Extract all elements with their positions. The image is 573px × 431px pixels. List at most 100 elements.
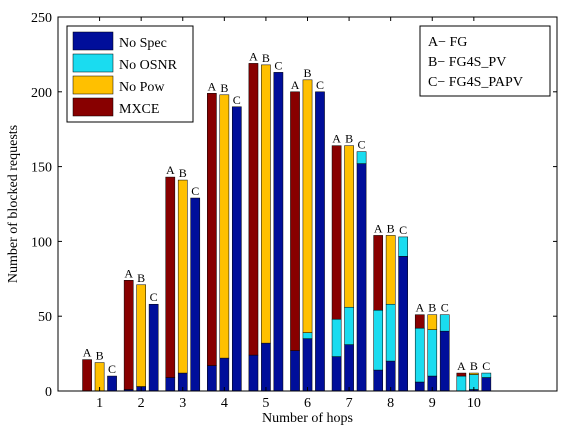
legend-swatch: [72, 53, 114, 73]
bar-mxce-hop5-a: [248, 63, 259, 356]
bar-label-a: A: [249, 49, 258, 63]
y-tick-label: 50: [38, 310, 52, 325]
bar-mxce-hop1-a: [82, 359, 92, 392]
bar-no-pow-hop4-b: [219, 94, 230, 359]
legend-entry: No OSNR: [119, 58, 178, 73]
legend-swatch: [72, 97, 114, 117]
legend-entry: MXCE: [119, 102, 159, 117]
bar-label-b: B: [428, 301, 436, 315]
bar-no-spec-hop5-b: [261, 342, 271, 392]
bar-no-spec-hop9-c: [439, 330, 450, 392]
legend-swatch: [72, 31, 114, 51]
bar-no-spec-hop8-a: [373, 369, 384, 392]
bars-layer: [82, 63, 492, 392]
bar-no-pow-hop5-b: [261, 64, 271, 344]
bar-no-spec-hop4-b: [219, 357, 230, 392]
bar-mxce-hop7-a: [331, 145, 342, 320]
bar-label-c: C: [441, 301, 449, 315]
bar-label-a: A: [83, 346, 92, 360]
bar-mxce-hop8-a: [373, 235, 384, 311]
bar-no-spec-hop9-a: [414, 381, 425, 392]
y-tick-label: 0: [45, 385, 52, 400]
legend-entry: No Pow: [119, 80, 165, 95]
bar-no-osnr-hop7-a: [331, 318, 342, 357]
x-axis-label: Number of hops: [262, 411, 353, 426]
bar-label-c: C: [316, 78, 324, 92]
bar-no-pow-hop8-b: [385, 235, 396, 305]
bar-label-b: B: [262, 51, 270, 65]
bar-no-spec-hop5-a: [248, 354, 259, 392]
bar-no-spec-hop3-c: [190, 197, 201, 392]
bar-no-spec-hop8-b: [385, 360, 396, 392]
bar-no-spec-hop8-c: [398, 256, 408, 392]
bar-label-a: A: [124, 266, 133, 280]
bar-no-osnr-hop9-b: [427, 329, 438, 377]
bar-label-c: C: [108, 362, 116, 376]
bar-label-b: B: [179, 166, 187, 180]
bar-mxce-hop9-a: [414, 314, 425, 329]
bar-label-a: A: [374, 221, 383, 235]
bar-no-spec-hop7-c: [356, 163, 367, 392]
y-tick-label: 250: [31, 11, 52, 26]
bar-label-c: C: [399, 223, 407, 237]
x-tick-label: 5: [262, 396, 269, 411]
legend-entry: No Spec: [119, 36, 167, 51]
bar-label-b: B: [345, 132, 353, 146]
bar-no-osnr-hop9-a: [414, 327, 425, 383]
series-legend: No Spec No OSNR No Pow MXCE: [66, 25, 194, 123]
bar-label-a: A: [415, 301, 424, 315]
bar-label-c: C: [358, 138, 366, 152]
bar-no-osnr-hop6-b: [302, 332, 313, 339]
bar-no-spec-hop3-a: [165, 377, 176, 392]
bar-no-spec-hop7-b: [344, 344, 354, 392]
scheme-legend-entry: B− FG4S_PV: [428, 55, 506, 70]
y-axis-label: Number of blocked requests: [6, 125, 21, 283]
bar-no-spec-hop10-c: [481, 377, 492, 392]
bar-no-spec-hop7-a: [331, 356, 342, 392]
x-tick-label: 2: [138, 396, 145, 411]
bar-no-pow-hop2-b: [136, 284, 146, 387]
bar-no-spec-hop4-a: [207, 365, 217, 392]
bar-label-a: A: [457, 359, 466, 373]
bar-label-c: C: [233, 93, 241, 107]
bar-label-a: A: [291, 78, 300, 92]
bar-no-osnr-hop10-c: [481, 372, 492, 378]
bar-label-c: C: [191, 184, 199, 198]
bar-label-b: B: [303, 66, 311, 80]
bar-no-pow-hop3-b: [177, 179, 188, 374]
bar-no-osnr-hop8-b: [385, 303, 396, 362]
bar-no-pow-hop7-b: [344, 145, 354, 308]
bar-mxce-hop2-a: [123, 280, 134, 390]
x-tick-label: 1: [96, 396, 103, 411]
bar-label-c: C: [482, 359, 490, 373]
bar-no-spec-hop2-c: [148, 303, 159, 392]
bar-mxce-hop3-a: [165, 176, 176, 378]
bar-no-pow-hop10-b: [469, 372, 479, 375]
scheme-legend: A− FG B− FG4S_PV C− FG4S_PAPV: [419, 25, 551, 97]
bar-label-b: B: [470, 359, 478, 373]
bar-label-c: C: [150, 290, 158, 304]
bar-no-osnr-hop7-b: [344, 306, 354, 345]
bar-label-b: B: [96, 349, 104, 363]
y-tick-label: 200: [31, 86, 52, 101]
x-tick-label: 10: [467, 396, 481, 411]
bar-no-spec-hop6-c: [315, 91, 325, 392]
scheme-legend-entry: C− FG4S_PAPV: [428, 75, 523, 90]
bar-no-pow-hop6-b: [302, 79, 313, 333]
x-tick-label: 4: [221, 396, 228, 411]
x-tick-label: 9: [429, 396, 436, 411]
bar-label-b: B: [220, 81, 228, 95]
bar-no-spec-hop4-c: [231, 106, 242, 392]
bar-no-pow-hop9-b: [427, 314, 438, 330]
bar-mxce-hop4-a: [207, 93, 217, 366]
y-tick-label: 150: [31, 161, 52, 176]
legend-swatch: [72, 75, 114, 95]
bar-label-a: A: [208, 79, 217, 93]
x-tick-label: 3: [179, 396, 186, 411]
scheme-legend-box: [419, 25, 551, 97]
bar-no-osnr-hop7-c: [356, 151, 367, 164]
